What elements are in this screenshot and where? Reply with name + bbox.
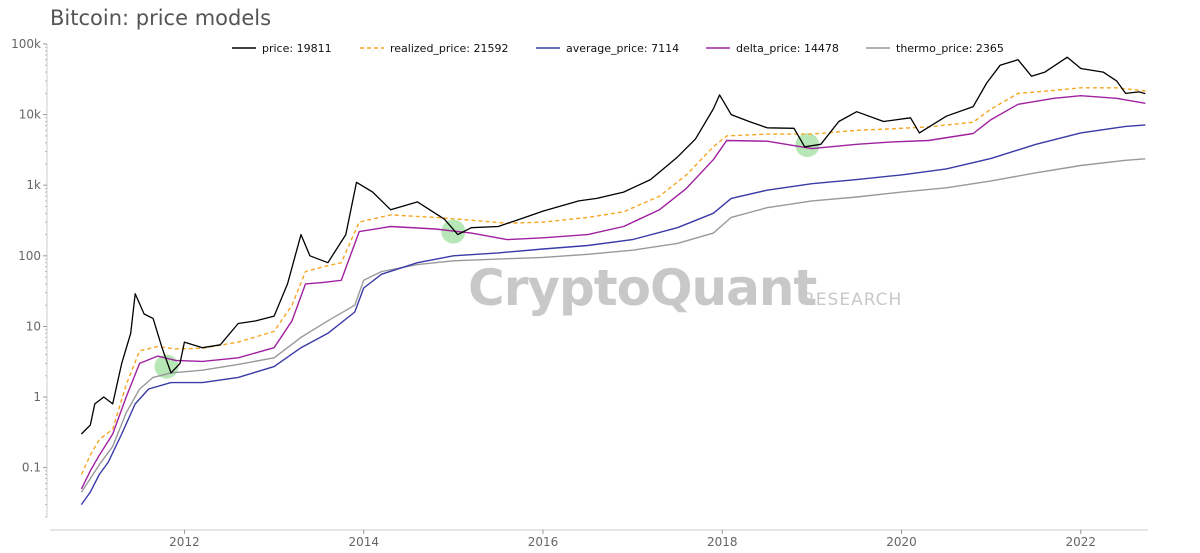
legend-label: thermo_price: 2365: [896, 42, 1004, 55]
y-tick-label: 100: [18, 249, 41, 263]
y-tick-label: 100k: [11, 37, 41, 51]
y-tick-label: 10: [26, 319, 41, 333]
y-tick-label: 10k: [19, 108, 41, 122]
legend-label: price: 19811: [262, 42, 332, 55]
series-lines: [80, 56, 1146, 506]
y-axis: 0.1 1 10 100 1k 10k 100k: [11, 37, 48, 518]
x-tick-label: 2012: [169, 535, 200, 549]
y-tick-label: 0.1: [22, 461, 41, 475]
legend-label: realized_price: 21592: [390, 42, 509, 55]
highlight-circle: [795, 133, 820, 158]
legend-label: delta_price: 14478: [736, 42, 839, 55]
series-line-4: [80, 158, 1146, 493]
legend-label: average_price: 7114: [566, 42, 679, 55]
series-line-0: [80, 56, 1146, 435]
cryptoquant-watermark: CryptoQuant RESEARCH: [468, 259, 902, 317]
x-tick-label: 2020: [886, 535, 917, 549]
x-tick-label: 2018: [707, 535, 738, 549]
y-tick-label: 1: [33, 390, 41, 404]
x-tick-label: 2014: [348, 535, 379, 549]
legend: price: 19811 realized_price: 21592 average…: [232, 42, 1004, 55]
series-line-2: [80, 124, 1146, 506]
y-tick-label: 1k: [26, 178, 41, 192]
x-axis: 2012 2014 2016 2018 2020 2022: [50, 529, 1148, 549]
series-line-3: [80, 95, 1146, 490]
chart-title: Bitcoin: price models: [50, 6, 271, 30]
x-tick-label: 2016: [528, 535, 559, 549]
watermark-main: CryptoQuant: [468, 259, 816, 317]
watermark-sub: RESEARCH: [803, 290, 902, 310]
x-tick-label: 2022: [1066, 535, 1097, 549]
highlight-markers: [154, 133, 820, 379]
